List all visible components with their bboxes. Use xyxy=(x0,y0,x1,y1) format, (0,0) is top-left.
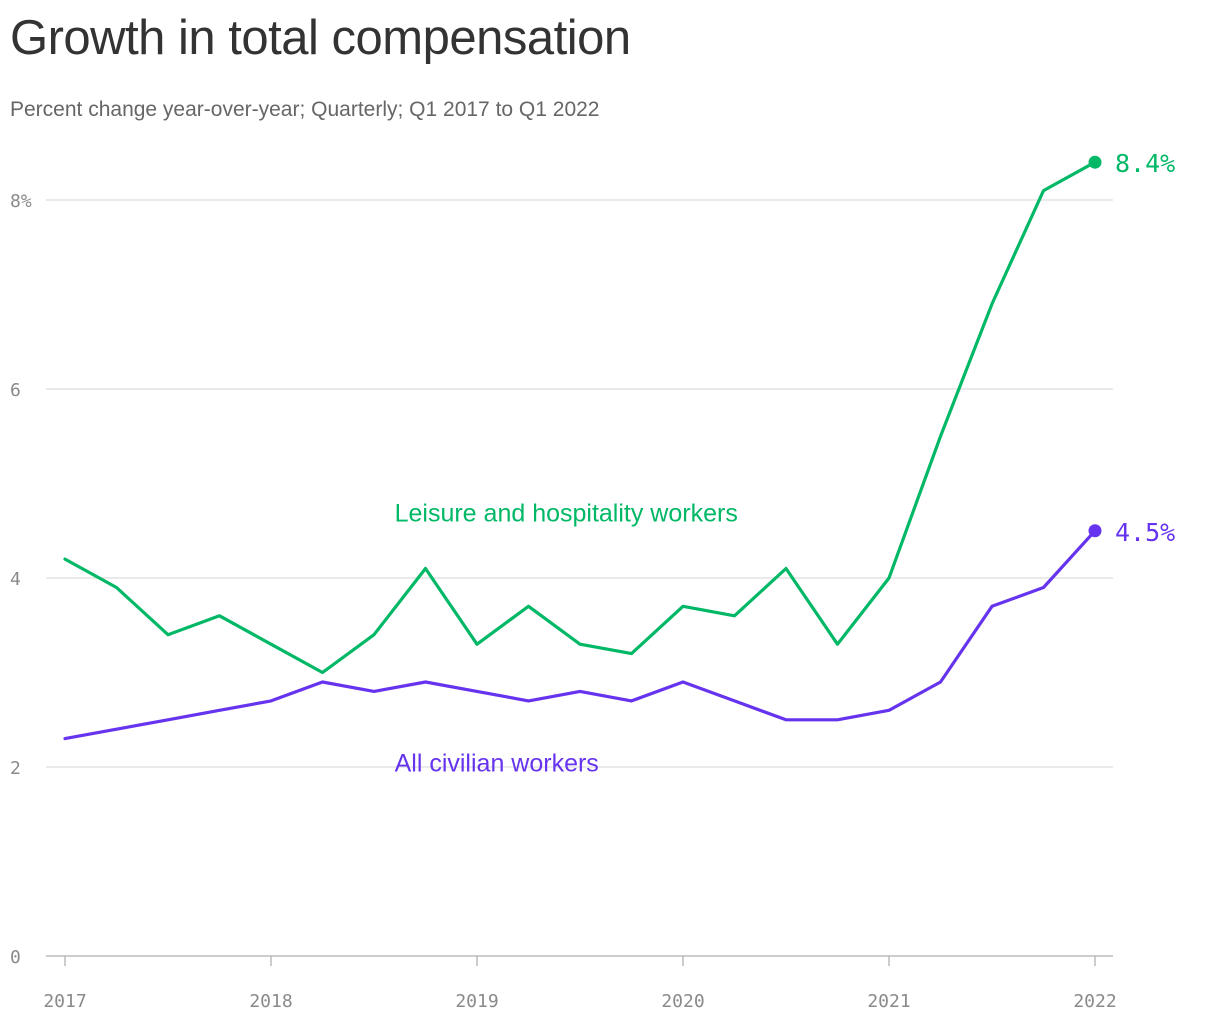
series-end-label-1: 4.5% xyxy=(1115,518,1175,547)
series-lines xyxy=(63,155,1102,741)
series-line-0 xyxy=(63,160,1097,675)
x-tick-label: 2019 xyxy=(455,991,498,1012)
y-tick-label: 8% xyxy=(10,191,32,212)
series-name-label-1: All civilian workers xyxy=(395,750,599,778)
gridlines xyxy=(46,199,1113,957)
y-tick-label: 4 xyxy=(10,569,21,590)
series-line-1 xyxy=(63,529,1097,741)
y-axis-ticks: 0 2 4 6 8% xyxy=(10,191,32,968)
x-tick-label: 2017 xyxy=(43,991,86,1012)
series-end-point-0 xyxy=(1088,155,1102,169)
series-name-label-0: Leisure and hospitality workers xyxy=(395,499,738,527)
y-tick-label: 6 xyxy=(10,380,21,401)
x-tick-label: 2020 xyxy=(661,991,704,1012)
x-tick-label: 2018 xyxy=(249,991,292,1012)
x-axis-ticks: 2017 2018 2019 2020 2021 2022 xyxy=(43,956,1117,1012)
series-end-point-1 xyxy=(1088,524,1102,538)
y-tick-label: 0 xyxy=(10,947,21,968)
x-tick-label: 2021 xyxy=(867,991,910,1012)
chart-subtitle: Percent change year-over-year; Quarterly… xyxy=(10,98,600,121)
x-tick-label: 2022 xyxy=(1073,991,1116,1012)
series-labels: 8.4% 4.5% Leisure and hospitality workers A… xyxy=(395,149,1176,778)
series-end-label-0: 8.4% xyxy=(1115,149,1175,178)
chart-title: Growth in total compensation xyxy=(10,11,631,65)
y-tick-label: 2 xyxy=(10,758,21,779)
